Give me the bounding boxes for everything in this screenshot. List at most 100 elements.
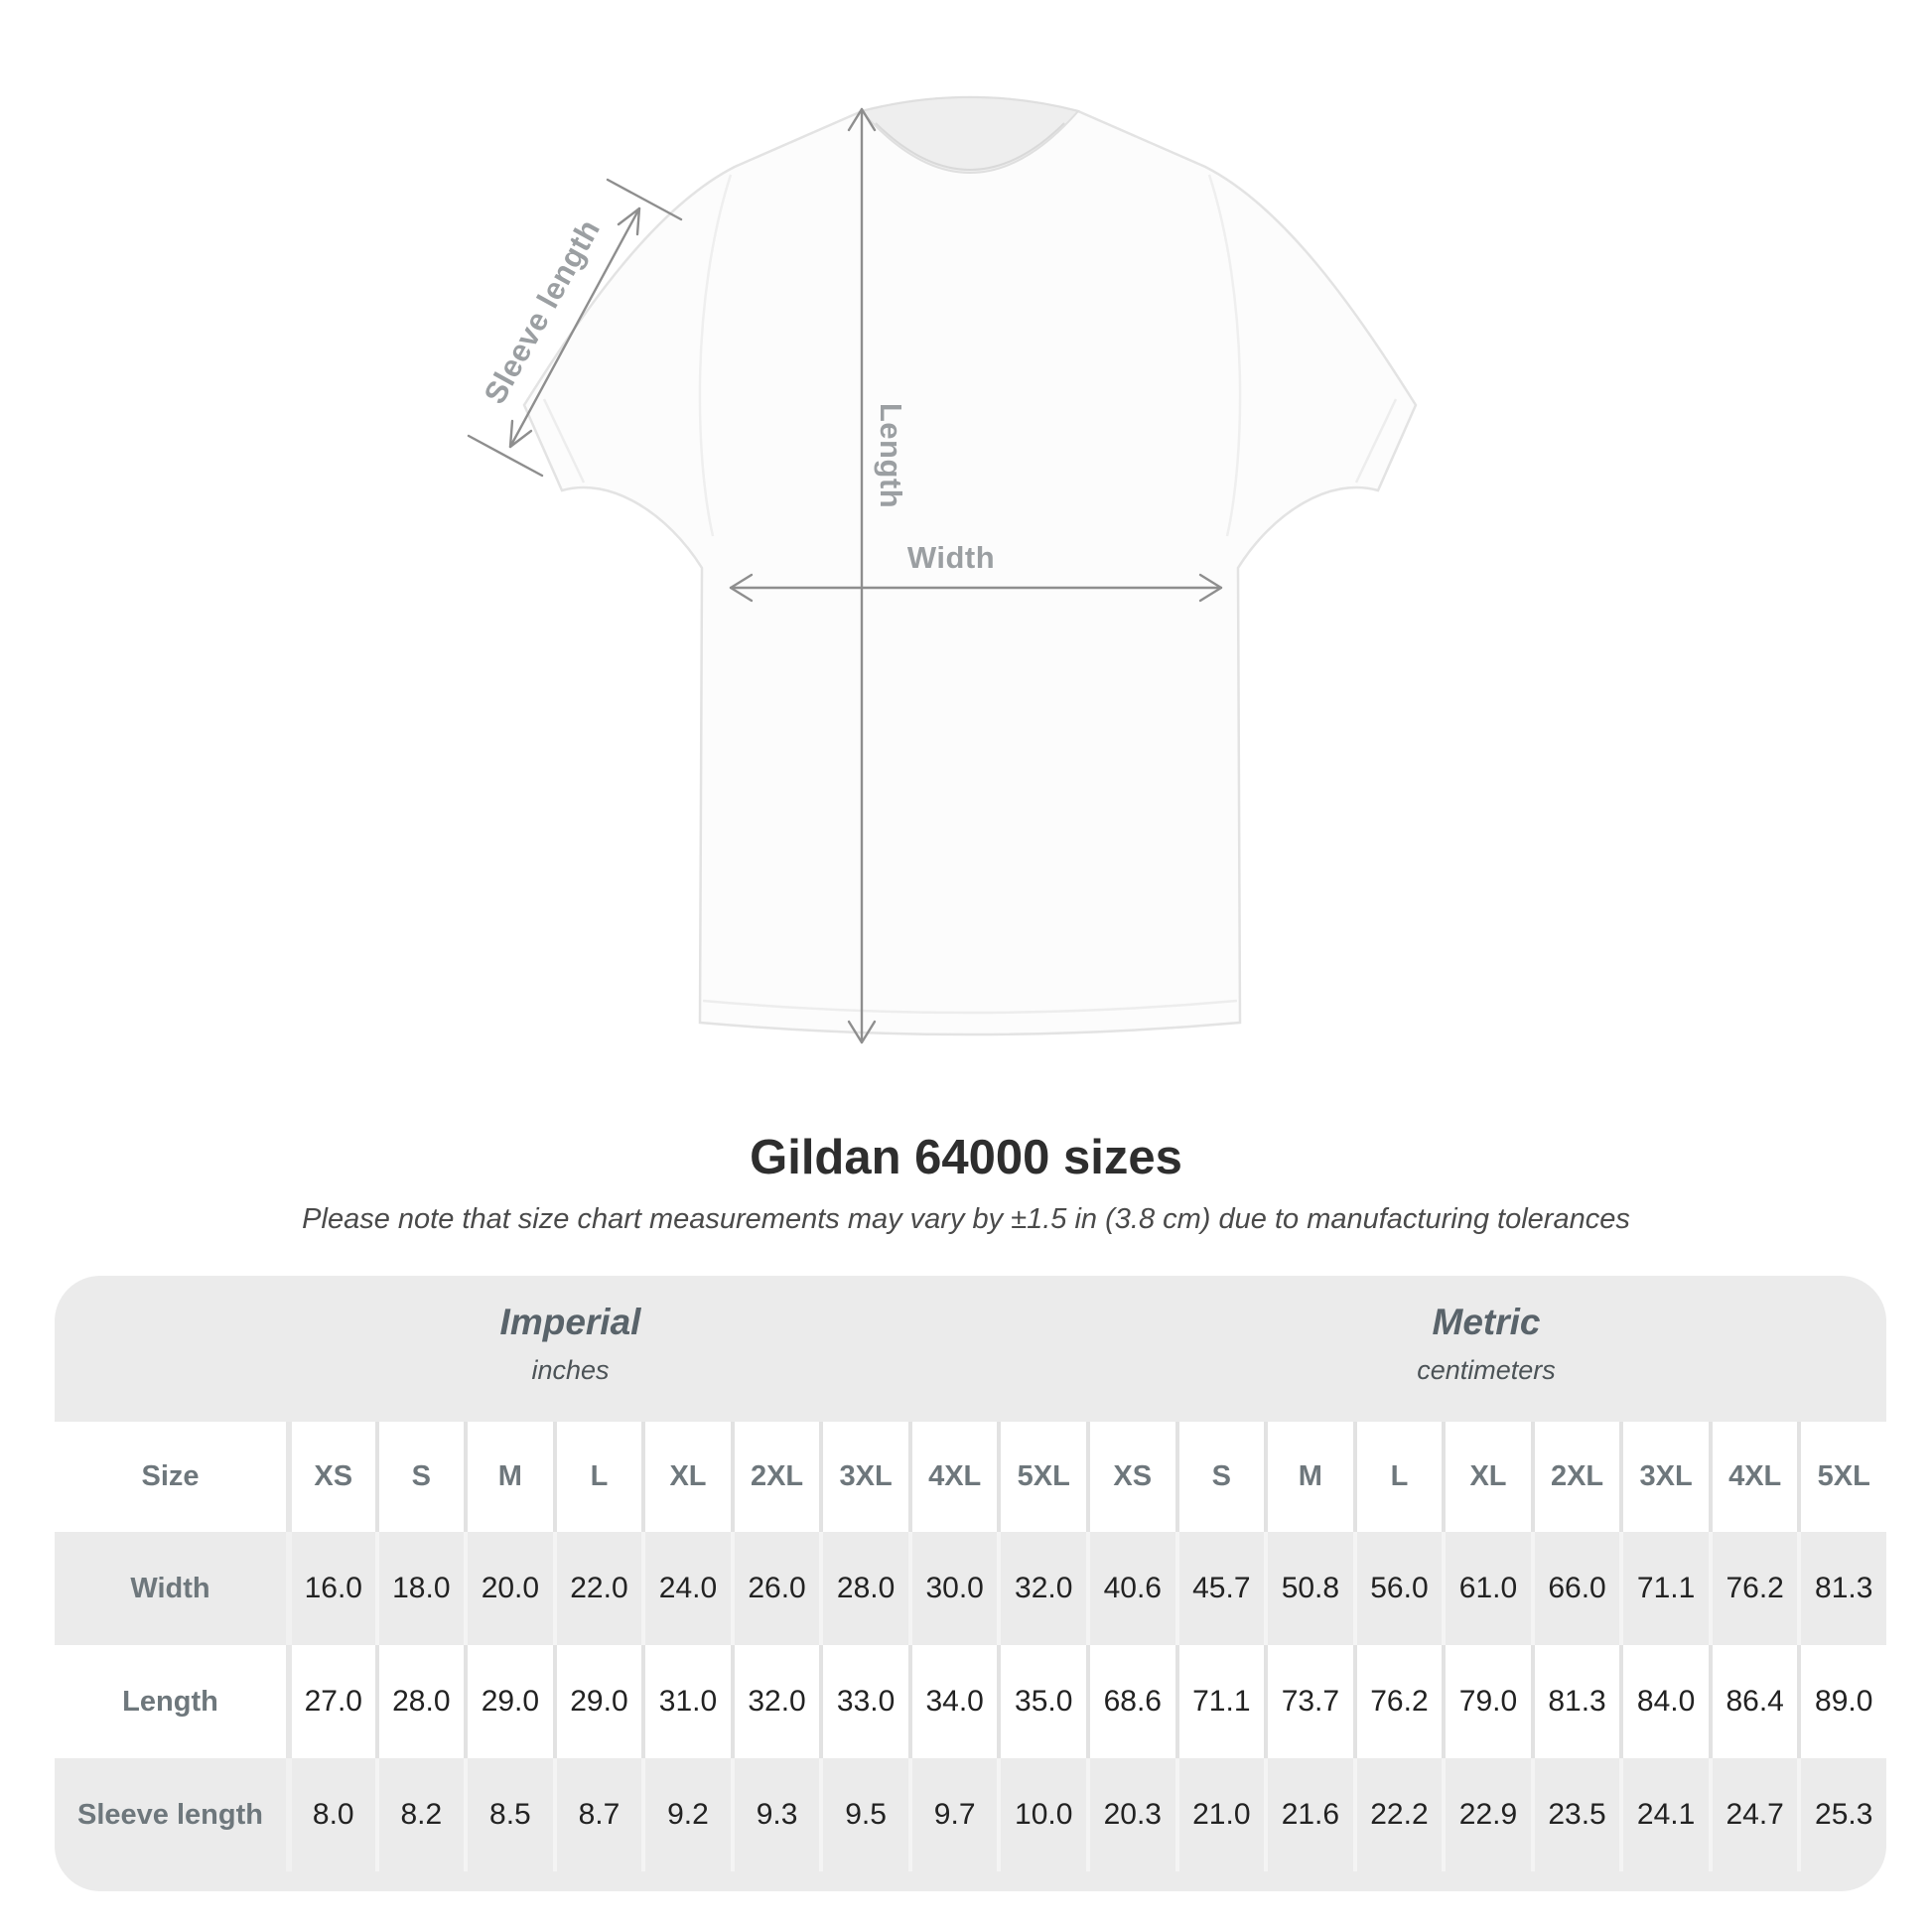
length-imperial-value: 28.0 [374,1645,465,1758]
sleeve-imperial-value: 9.5 [819,1758,908,1871]
length-imperial-value: 29.0 [552,1645,642,1758]
tshirt-body [522,95,1418,1036]
size-header-imperial: 3XL [819,1422,908,1532]
size-header-imperial: L [552,1422,642,1532]
tolerance-note: Please note that size chart measurements… [302,1203,1630,1235]
width-metric-value: 66.0 [1530,1532,1620,1645]
imperial-section-unit: inches [531,1355,610,1385]
metric-section-title: Metric [1432,1302,1541,1342]
width-imperial-value: 32.0 [997,1532,1086,1645]
length-metric-value: 73.7 [1264,1645,1353,1758]
length-label: Length [874,402,908,509]
width-arrowhead-left [729,573,754,603]
sleeve-metric-value: 21.6 [1264,1758,1353,1871]
width-metric-value: 71.1 [1619,1532,1709,1645]
sleeve-imperial-value: 9.3 [730,1758,820,1871]
sleeve-imperial-value: 8.5 [464,1758,553,1871]
width-label: Width [906,540,996,575]
length-imperial-value: 33.0 [819,1645,908,1758]
sleeve-end-tick-top [606,178,683,221]
width-imperial-value: 24.0 [641,1532,731,1645]
sleeve-metric-value: 22.2 [1352,1758,1443,1871]
sleeve-metric-value: 24.7 [1708,1758,1798,1871]
length-imperial-value: 32.0 [730,1645,820,1758]
size-header-metric: S [1174,1422,1265,1532]
width-arrowhead-right [1198,573,1223,603]
length-imperial-value: 31.0 [641,1645,731,1758]
imperial-section-title: Imperial [499,1302,641,1342]
bottom-hem-seam [702,999,1238,1015]
size-header-metric: 2XL [1530,1422,1620,1532]
sleeve-metric-value: 22.9 [1442,1758,1531,1871]
size-header-metric: XS [1086,1422,1175,1532]
width-metric-value: 76.2 [1708,1532,1798,1645]
length-metric-value: 71.1 [1174,1645,1265,1758]
length-metric-value: 79.0 [1442,1645,1531,1758]
size-header-imperial: XS [286,1422,375,1532]
size-header-metric: M [1264,1422,1353,1532]
sleeve-metric-value: 23.5 [1530,1758,1620,1871]
left-armhole-seam [698,174,733,537]
width-metric-value: 45.7 [1174,1532,1265,1645]
sleeve-metric-value: 24.1 [1619,1758,1709,1871]
row-label-width: Width [130,1572,210,1604]
size-header-imperial: S [374,1422,465,1532]
sleeve-metric-value: 25.3 [1797,1758,1886,1871]
width-imperial-value: 20.0 [464,1532,553,1645]
length-imperial-value: 27.0 [286,1645,375,1758]
left-sleeve-hem-seam [542,398,586,483]
sleeve-arrowhead-bottom [508,419,533,449]
sleeve-imperial-value: 8.0 [286,1758,375,1871]
width-imperial-value: 30.0 [907,1532,998,1645]
length-imperial-value: 29.0 [464,1645,553,1758]
length-arrowhead-bottom [847,1020,877,1044]
size-table: Imperial inches Metric centimeters Size … [55,1276,1886,1891]
imperial-section-header: Imperial inches [55,1276,1086,1422]
length-metric-value: 86.4 [1708,1645,1798,1758]
size-header-imperial: 5XL [997,1422,1086,1532]
width-imperial-value: 26.0 [730,1532,820,1645]
right-armhole-seam [1207,174,1242,537]
sleeve-dimension-line [508,207,641,449]
length-imperial-value: 34.0 [907,1645,998,1758]
sleeve-imperial-value: 8.2 [374,1758,465,1871]
length-metric-value: 89.0 [1797,1645,1886,1758]
width-metric-value: 50.8 [1264,1532,1353,1645]
sleeve-end-tick-bottom [467,434,544,478]
width-metric-value: 40.6 [1086,1532,1175,1645]
size-header-metric: 3XL [1619,1422,1709,1532]
length-metric-value: 76.2 [1352,1645,1443,1758]
length-arrowhead-top [847,107,877,132]
row-label-sleeve-length: Sleeve length [77,1798,263,1831]
tshirt-measurement-diagram: Sleeve length Length Width [467,95,1418,1044]
sleeve-arrowhead-top [617,207,641,236]
dimension-lines [467,107,1223,1044]
width-imperial-value: 28.0 [819,1532,908,1645]
width-metric-value: 56.0 [1352,1532,1443,1645]
size-header-imperial: 2XL [730,1422,820,1532]
width-imperial-value: 18.0 [374,1532,465,1645]
tshirt-illustration [467,95,1418,1044]
size-column-header: Size [55,1422,286,1532]
width-imperial-value: 16.0 [286,1532,375,1645]
page-title: Gildan 64000 sizes [750,1131,1182,1184]
length-metric-value: 84.0 [1619,1645,1709,1758]
sleeve-imperial-value: 8.7 [552,1758,642,1871]
size-header-metric: L [1352,1422,1443,1532]
length-metric-value: 81.3 [1530,1645,1620,1758]
right-sleeve-hem-seam [1354,398,1398,483]
size-header-metric: XL [1442,1422,1531,1532]
metric-section-unit: centimeters [1417,1355,1556,1385]
sleeve-metric-value: 21.0 [1174,1758,1265,1871]
length-imperial-value: 35.0 [997,1645,1086,1758]
size-header-metric: 4XL [1708,1422,1798,1532]
row-label-length: Length [55,1645,286,1758]
sleeve-metric-value: 20.3 [1086,1758,1175,1871]
length-metric-value: 68.6 [1086,1645,1175,1758]
collar-rib-seam [875,122,1065,171]
size-header-imperial: M [464,1422,553,1532]
size-header-metric: 5XL [1797,1422,1886,1532]
width-metric-value: 61.0 [1442,1532,1531,1645]
metric-section-header: Metric centimeters [1086,1276,1886,1422]
sleeve-imperial-value: 9.7 [907,1758,998,1871]
